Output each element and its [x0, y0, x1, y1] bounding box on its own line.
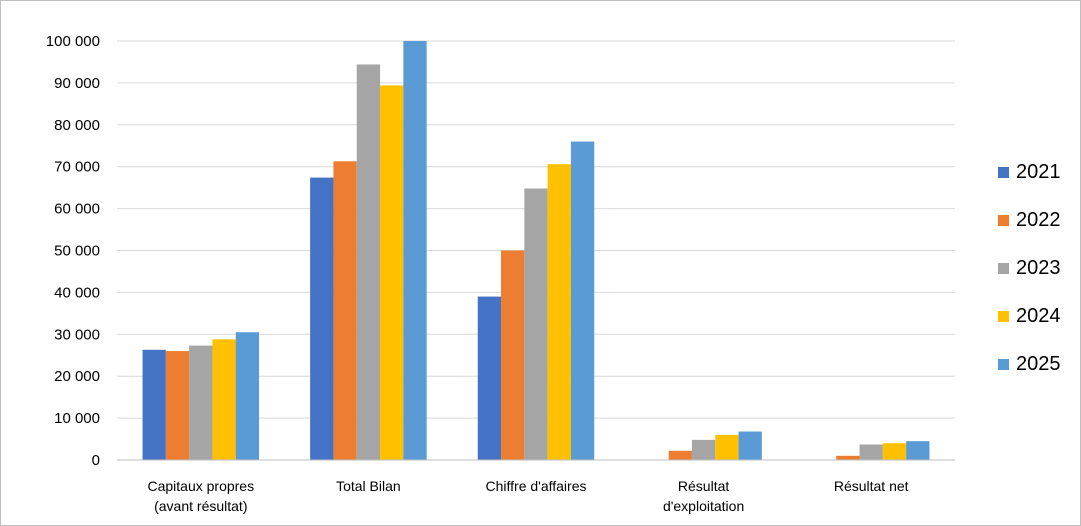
x-category-label: Total Bilan — [336, 478, 401, 494]
x-category-label: (avant résultat) — [154, 498, 247, 514]
bar-2024-cat-0 — [212, 339, 236, 460]
bars — [142, 41, 930, 461]
axes: 0 10 000 20 000 30 000 40 000 50 000 60 000 70 … — [46, 33, 955, 514]
bar-2024-cat-4 — [882, 443, 907, 460]
bar-2025-cat-1 — [403, 41, 427, 460]
bar-2022-cat-3 — [668, 450, 692, 460]
y-tick-label: 80 000 — [54, 117, 100, 134]
legend-swatch-2021 — [998, 167, 1009, 178]
y-tick-label: 0 — [92, 452, 100, 469]
bar-2021-cat-1 — [310, 177, 334, 460]
bar-2022-cat-0 — [165, 351, 190, 460]
y-tick-label: 20 000 — [54, 368, 100, 385]
legend-label-2022: 2022 — [1016, 209, 1061, 231]
y-tick-label: 60 000 — [54, 201, 100, 218]
bar-2024-cat-2 — [547, 164, 571, 460]
bar-2023-cat-3 — [691, 439, 716, 460]
x-category-label: Résultat net — [834, 478, 909, 494]
y-tick-label: 90 000 — [54, 75, 100, 92]
y-tick-label: 100 000 — [46, 33, 100, 50]
y-tick-label: 70 000 — [54, 159, 100, 176]
y-tick-label: 10 000 — [54, 410, 100, 427]
x-category-label: Résultat — [678, 478, 729, 494]
legend-label-2024: 2024 — [1016, 305, 1061, 327]
legend-label-2025: 2025 — [1016, 353, 1061, 375]
bar-2023-cat-0 — [189, 345, 213, 460]
legend: 2021 2022 2023 2024 2025 — [998, 161, 1061, 375]
bar-2022-cat-1 — [333, 161, 357, 461]
bar-2025-cat-4 — [906, 441, 930, 460]
y-tick-label: 50 000 — [54, 243, 100, 260]
bar-2024-cat-3 — [715, 434, 739, 460]
bar-2021-cat-0 — [142, 349, 166, 460]
bar-2022-cat-4 — [836, 455, 860, 460]
bar-2023-cat-4 — [859, 444, 883, 460]
legend-swatch-2023 — [998, 263, 1009, 274]
bar-2025-cat-3 — [738, 431, 762, 460]
bar-2025-cat-2 — [570, 141, 595, 460]
legend-swatch-2024 — [998, 311, 1009, 322]
x-category-label: Capitaux propres — [147, 478, 254, 494]
bar-2023-cat-2 — [524, 188, 548, 460]
x-category-label: Chiffre d'affaires — [486, 478, 587, 494]
bar-2025-cat-0 — [235, 332, 260, 460]
bar-2022-cat-2 — [501, 250, 525, 460]
x-category-label: d'exploitation — [663, 498, 744, 514]
legend-swatch-2025 — [998, 359, 1009, 370]
legend-swatch-2022 — [998, 215, 1009, 226]
legend-label-2021: 2021 — [1016, 161, 1061, 183]
bar-2023-cat-1 — [356, 64, 381, 461]
legend-label-2023: 2023 — [1016, 257, 1061, 279]
y-tick-label: 30 000 — [54, 326, 100, 343]
y-tick-label: 40 000 — [54, 284, 100, 301]
bar-2024-cat-1 — [380, 85, 404, 460]
bar-2021-cat-2 — [477, 296, 502, 460]
